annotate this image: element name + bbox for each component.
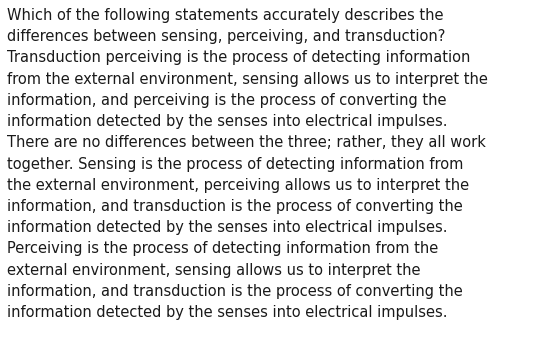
Text: Which of the following statements accurately describes the
differences between s: Which of the following statements accura… bbox=[7, 8, 488, 320]
